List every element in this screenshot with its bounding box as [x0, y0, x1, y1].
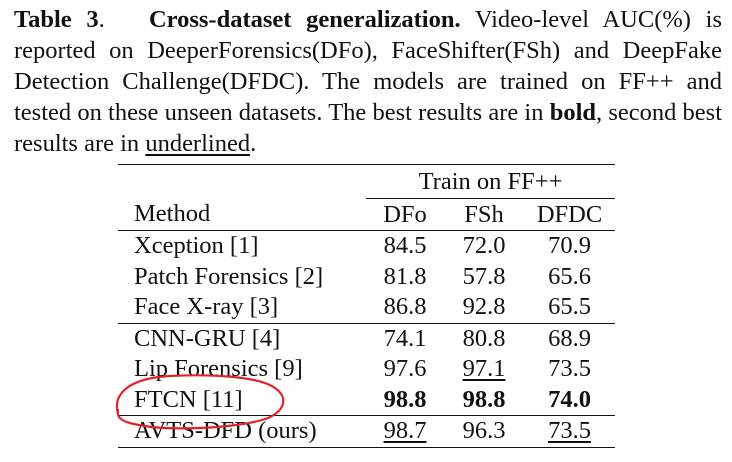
- caption-underlined-word: underlined: [145, 130, 251, 157]
- table-row: FTCN [11] 98.8 98.8 74.0: [118, 385, 615, 416]
- header-empty-cell: [118, 164, 366, 199]
- dfo-cell: 97.6: [383, 355, 427, 383]
- fsh-cell: 96.3: [444, 415, 524, 448]
- fsh-cell: 97.1: [462, 355, 506, 383]
- table-row: Patch Forensics [2] 81.8 57.8 65.6: [118, 262, 615, 293]
- dfo-cell: 98.8: [383, 385, 427, 413]
- caption-text-3: .: [250, 130, 257, 157]
- dfdc-cell: 65.5: [548, 293, 591, 321]
- group-header: Train on FF++: [366, 164, 615, 199]
- dfo-cell: 81.8: [383, 262, 427, 290]
- method-cell: Lip Forensics [9]: [134, 355, 303, 383]
- method-cell: FTCN [11]: [134, 385, 243, 413]
- caption-text-2: , second best results are in: [14, 99, 723, 157]
- dfdc-cell: 65.6: [548, 262, 591, 290]
- caption-label: Table 3: [14, 6, 99, 33]
- table-row: AVTS-DFD (ours) 98.7 96.3 73.5: [118, 415, 615, 448]
- fsh-cell: 98.8: [462, 385, 506, 413]
- dfo-cell: 98.7: [366, 415, 444, 448]
- caption-bold-word: bold: [549, 99, 596, 126]
- caption-text-1: Video-level AUC(%) is reported on Deeper…: [14, 6, 722, 126]
- col-header-dfdc: DFDC: [536, 200, 603, 228]
- fsh-cell: 57.8: [462, 262, 506, 290]
- dfdc-cell: 74.0: [548, 385, 591, 413]
- method-cell: CNN-GRU [4]: [118, 322, 366, 354]
- dfo-cell: 74.1: [366, 322, 444, 354]
- fsh-cell: 80.8: [444, 322, 524, 354]
- dfdc-cell: 73.5: [524, 415, 615, 448]
- col-header-dfo: DFo: [383, 200, 427, 228]
- table-row: CNN-GRU [4] 74.1 80.8 68.9: [118, 322, 615, 354]
- table-header-row: Method DFo FSh DFDC: [118, 199, 615, 231]
- table-row: Lip Forensics [9] 97.6 97.1 73.5: [118, 354, 615, 385]
- method-cell: Xception [1]: [118, 230, 366, 262]
- table-row: Face X-ray [3] 86.8 92.8 65.5: [118, 292, 615, 323]
- method-cell: Face X-ray [3]: [134, 293, 279, 321]
- fsh-cell: 72.0: [444, 230, 524, 262]
- table-group-header-row: Train on FF++: [118, 164, 615, 199]
- col-header-method: Method: [134, 200, 211, 228]
- dfdc-cell: 68.9: [524, 322, 615, 354]
- dfo-cell: 84.5: [366, 230, 444, 262]
- dfo-cell: 86.8: [383, 293, 427, 321]
- method-cell: Patch Forensics [2]: [134, 262, 324, 290]
- table-caption: Table 3. Cross-dataset generalization. V…: [14, 6, 723, 157]
- table-row: Xception [1] 84.5 72.0 70.9: [118, 230, 615, 262]
- results-table: Train on FF++ Method DFo FSh DFDC Xcepti…: [118, 164, 615, 448]
- fsh-cell: 92.8: [462, 293, 506, 321]
- dfdc-cell: 70.9: [524, 230, 615, 262]
- method-cell: AVTS-DFD (ours): [118, 415, 366, 448]
- col-header-fsh: FSh: [464, 200, 504, 228]
- dfdc-cell: 73.5: [548, 355, 591, 383]
- caption-title: Cross-dataset generalization.: [148, 6, 461, 33]
